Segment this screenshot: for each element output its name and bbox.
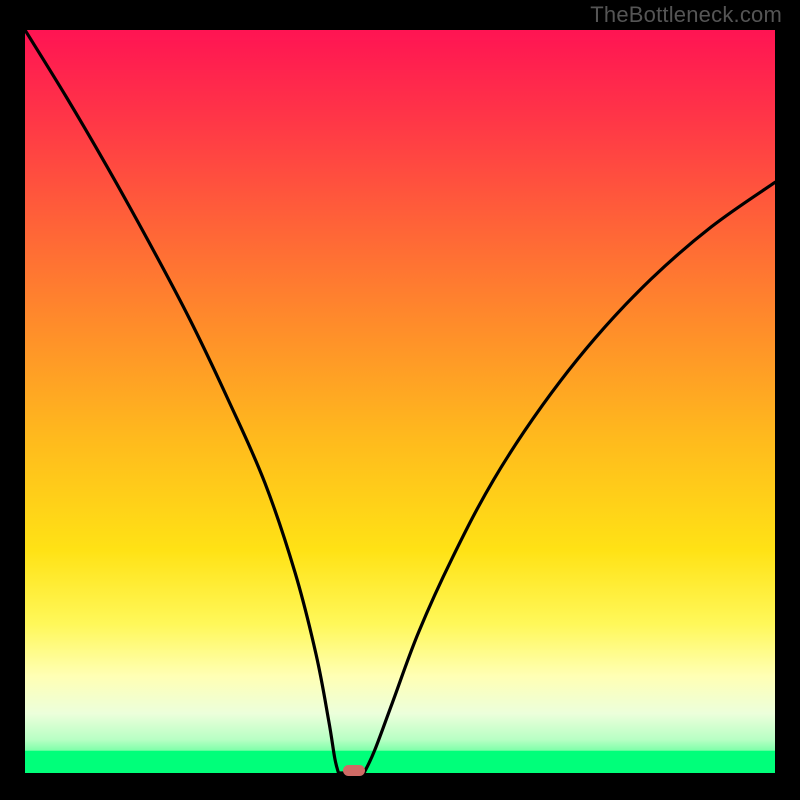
plot-area: [25, 30, 775, 773]
watermark-text: TheBottleneck.com: [590, 2, 782, 28]
chart-canvas: TheBottleneck.com: [0, 0, 800, 800]
optimal-point-marker: [343, 765, 365, 776]
bottleneck-curve: [25, 30, 775, 773]
